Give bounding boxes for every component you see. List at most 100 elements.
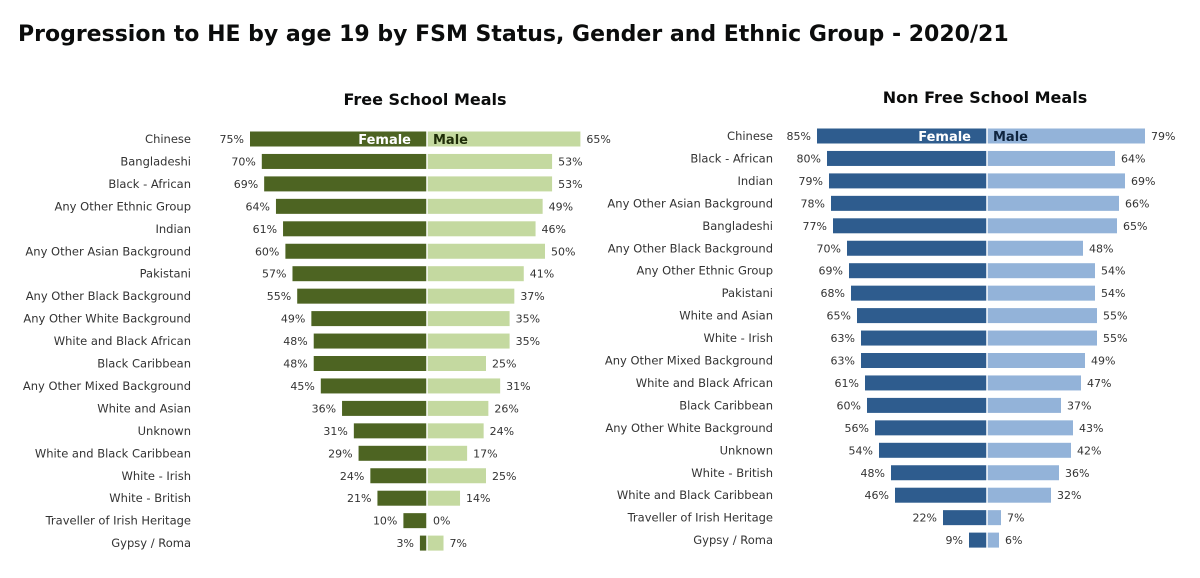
- category-label: Indian: [737, 174, 773, 188]
- male-value-label: 46%: [542, 223, 566, 236]
- male-value-label: 49%: [1091, 355, 1115, 368]
- female-value-label: 31%: [323, 425, 347, 438]
- female-value-label: 77%: [803, 220, 827, 233]
- female-bar: [847, 240, 987, 256]
- female-value-label: 54%: [849, 444, 873, 457]
- female-bar: [313, 333, 427, 349]
- female-bar: [313, 356, 427, 371]
- female-bar: [285, 243, 427, 259]
- female-bar: [861, 353, 987, 368]
- female-value-label: 61%: [835, 377, 859, 390]
- male-bar: [427, 356, 486, 371]
- female-bar: [969, 532, 987, 548]
- male-value-label: 64%: [1121, 152, 1145, 165]
- chart-title-fsm: Free School Meals: [343, 90, 506, 109]
- male-bar: [987, 397, 1061, 413]
- male-value-label: 79%: [1151, 130, 1175, 143]
- male-bar: [987, 465, 1059, 481]
- female-value-label: 75%: [220, 133, 244, 146]
- female-value-label: 29%: [328, 447, 352, 460]
- female-value-label: 49%: [281, 313, 305, 326]
- male-value-label: 65%: [1123, 220, 1147, 233]
- female-value-label: 60%: [837, 399, 861, 412]
- category-label: Bangladeshi: [120, 154, 191, 168]
- male-value-label: 48%: [1089, 242, 1113, 255]
- male-bar: [987, 375, 1081, 391]
- male-value-label: 50%: [551, 245, 575, 258]
- male-bar: [427, 176, 553, 192]
- male-value-label: 53%: [558, 155, 582, 168]
- female-value-label: 63%: [831, 355, 855, 368]
- male-bar: [987, 442, 1071, 458]
- category-label: Chinese: [145, 132, 191, 146]
- female-bar: [849, 263, 987, 279]
- female-value-label: 61%: [253, 223, 277, 236]
- male-bar: [987, 263, 1095, 279]
- male-value-label: 0%: [433, 515, 450, 528]
- male-value-label: 47%: [1087, 377, 1111, 390]
- female-value-label: 21%: [347, 492, 371, 505]
- category-label: Any Other Mixed Background: [605, 354, 773, 368]
- female-bar: [891, 465, 987, 481]
- female-value-label: 10%: [373, 515, 397, 528]
- category-label: Any Other Ethnic Group: [637, 264, 773, 278]
- male-bar: [427, 221, 536, 237]
- female-bar: [250, 131, 427, 147]
- category-label: Pakistani: [722, 286, 773, 300]
- male-value-label: 7%: [1007, 512, 1024, 525]
- female-value-label: 48%: [283, 358, 307, 371]
- category-label: Any Other Asian Background: [25, 244, 191, 258]
- male-bar: [427, 400, 489, 416]
- male-value-label: 66%: [1125, 197, 1149, 210]
- female-value-label: 57%: [262, 268, 286, 281]
- male-value-label: 42%: [1077, 444, 1101, 457]
- male-value-label: 65%: [586, 133, 610, 146]
- male-value-label: 43%: [1079, 422, 1103, 435]
- female-value-label: 24%: [340, 470, 364, 483]
- female-value-label: 69%: [819, 265, 843, 278]
- male-bar: [987, 173, 1125, 189]
- male-bar: [987, 330, 1097, 346]
- female-value-label: 68%: [821, 287, 845, 300]
- female-bar: [261, 153, 427, 169]
- category-label: Any Other Black Background: [26, 289, 191, 303]
- female-bar: [895, 487, 987, 503]
- female-value-label: 55%: [267, 290, 291, 303]
- male-bar: [427, 153, 553, 169]
- male-value-label: 54%: [1101, 287, 1125, 300]
- female-value-label: 48%: [861, 467, 885, 480]
- male-value-label: 53%: [558, 178, 582, 191]
- female-bar: [275, 198, 427, 214]
- category-label: Unknown: [138, 424, 191, 438]
- male-bar: [987, 218, 1117, 234]
- female-value-label: 9%: [946, 534, 963, 547]
- female-bar: [264, 176, 427, 192]
- male-value-label: 14%: [466, 492, 490, 505]
- female-bar: [879, 442, 987, 458]
- category-label: Any Other White Background: [605, 421, 773, 435]
- male-bar: [987, 285, 1095, 301]
- male-series-label: Male: [993, 130, 1028, 145]
- female-bar: [353, 423, 427, 439]
- female-value-label: 78%: [801, 197, 825, 210]
- female-bar: [377, 490, 427, 506]
- male-bar: [427, 535, 444, 551]
- female-value-label: 3%: [396, 537, 413, 550]
- male-bar: [987, 128, 1145, 144]
- female-bar: [358, 445, 427, 461]
- category-label: Gypsy / Roma: [111, 536, 191, 550]
- female-value-label: 46%: [865, 489, 889, 502]
- male-series-label: Male: [433, 133, 468, 148]
- female-bar: [833, 218, 987, 234]
- female-value-label: 56%: [845, 422, 869, 435]
- category-label: Indian: [155, 222, 191, 236]
- male-bar: [427, 445, 468, 461]
- male-value-label: 54%: [1101, 265, 1125, 278]
- female-bar: [311, 311, 427, 327]
- male-bar: [987, 420, 1073, 436]
- category-label: Traveller of Irish Heritage: [45, 514, 191, 528]
- female-value-label: 70%: [231, 155, 255, 168]
- male-value-label: 25%: [492, 470, 516, 483]
- female-value-label: 65%: [827, 310, 851, 323]
